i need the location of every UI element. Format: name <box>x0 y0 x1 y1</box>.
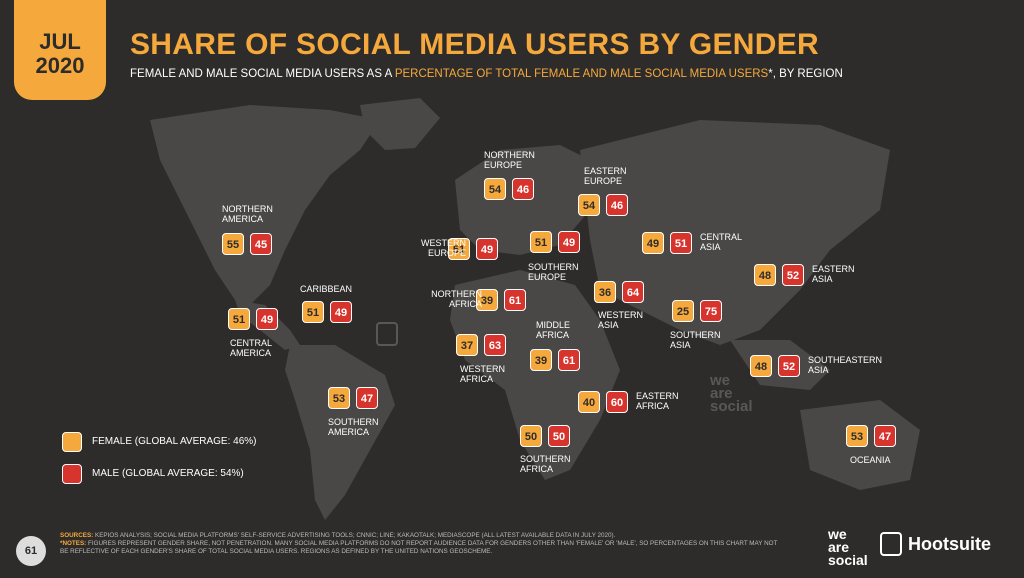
notes-text: FIGURES REPRESENT GENDER SHARE, NOT PENE… <box>60 540 778 555</box>
male-value-box: 47 <box>874 425 896 447</box>
region-label: SOUTHERN AMERICA <box>328 417 379 437</box>
europe-land <box>455 145 600 255</box>
logo-we: we <box>828 526 847 542</box>
legend-male-swatch <box>62 464 82 484</box>
female-value-box: 48 <box>754 264 776 286</box>
region-label: WESTERN ASIA <box>598 310 643 330</box>
date-badge: JUL 2020 <box>14 0 106 100</box>
page-number: 61 <box>16 536 46 566</box>
page-title: SHARE OF SOCIAL MEDIA USERS BY GENDER <box>130 28 819 61</box>
watermark-owl-icon <box>376 322 398 346</box>
region-label: WESTERN AFRICA <box>460 364 505 384</box>
region-label: SOUTHERN EUROPE <box>528 262 579 282</box>
male-value-box: 51 <box>670 232 692 254</box>
subtitle-post: *, BY REGION <box>768 68 843 80</box>
male-value-box: 60 <box>606 391 628 413</box>
africa-land <box>450 270 620 480</box>
female-value-box: 51 <box>448 238 470 260</box>
male-value-box: 61 <box>504 289 526 311</box>
sources-text: KEPIOS ANALYSIS; SOCIAL MEDIA PLATFORMS'… <box>93 532 616 539</box>
male-value-box: 49 <box>558 231 580 253</box>
page-subtitle: FEMALE AND MALE SOCIAL MEDIA USERS AS A … <box>130 68 843 80</box>
region-label: SOUTHERN AFRICA <box>520 454 571 474</box>
male-value-box: 45 <box>250 233 272 255</box>
date-year: 2020 <box>35 53 85 78</box>
notes-label: *NOTES: <box>60 540 87 547</box>
female-value-box: 39 <box>530 349 552 371</box>
female-value-box: 50 <box>520 425 542 447</box>
region-label: WESTERN EUROPE <box>421 238 466 258</box>
female-value-box: 54 <box>484 178 506 200</box>
female-value-box: 51 <box>228 308 250 330</box>
legend-female-label: FEMALE (GLOBAL AVERAGE: 46%) <box>92 436 257 447</box>
male-value-box: 75 <box>700 300 722 322</box>
region-label: MIDDLE AFRICA <box>536 320 571 340</box>
date-month: JUL <box>39 29 81 54</box>
male-value-box: 49 <box>256 308 278 330</box>
logo-social: social <box>828 552 868 568</box>
region-label: EASTERN ASIA <box>812 264 855 284</box>
female-value-box: 39 <box>476 289 498 311</box>
region-label: CENTRAL AMERICA <box>230 338 273 358</box>
male-value-box: 63 <box>484 334 506 356</box>
asia-land <box>580 120 890 345</box>
female-value-box: 40 <box>578 391 600 413</box>
male-value-box: 49 <box>330 301 352 323</box>
sources-label: SOURCES: <box>60 532 94 539</box>
region-label: SOUTHERN ASIA <box>670 330 721 350</box>
male-value-box: 52 <box>782 264 804 286</box>
logo-are: are <box>828 539 850 555</box>
male-value-box: 46 <box>606 194 628 216</box>
region-label: NORTHERN AMERICA <box>222 204 273 224</box>
region-label: CARIBBEAN <box>300 284 353 294</box>
male-value-box: 47 <box>356 387 378 409</box>
female-value-box: 53 <box>846 425 868 447</box>
female-value-box: 53 <box>328 387 350 409</box>
subtitle-highlight: PERCENTAGE OF TOTAL FEMALE AND MALE SOCI… <box>394 68 769 80</box>
subtitle-pre: FEMALE AND MALE SOCIAL MEDIA USERS AS A <box>130 68 395 80</box>
male-value-box: 46 <box>512 178 534 200</box>
footer-notes: SOURCES: KEPIOS ANALYSIS; SOCIAL MEDIA P… <box>60 532 780 556</box>
male-value-box: 52 <box>778 355 800 377</box>
female-value-box: 54 <box>578 194 600 216</box>
hootsuite-owl-icon <box>880 532 902 556</box>
hootsuite-logo: Hootsuite <box>908 534 991 554</box>
region-label: CENTRAL ASIA <box>700 232 743 252</box>
female-value-box: 55 <box>222 233 244 255</box>
region-label: NORTHERN EUROPE <box>484 150 535 170</box>
watermark-wearesocial: we are social <box>710 372 753 415</box>
region-label: OCEANIA <box>850 455 891 465</box>
region-label: NORTHERN AFRICA <box>431 289 482 309</box>
wearesocial-logo: we are social <box>828 526 868 568</box>
north-america-land <box>150 105 380 305</box>
region-label: EASTERN AFRICA <box>636 391 679 411</box>
female-value-box: 51 <box>530 231 552 253</box>
female-value-box: 49 <box>642 232 664 254</box>
male-value-box: 49 <box>476 238 498 260</box>
greenland-land <box>360 98 440 150</box>
male-value-box: 61 <box>558 349 580 371</box>
female-value-box: 37 <box>456 334 478 356</box>
legend-female-swatch <box>62 432 82 452</box>
female-value-box: 25 <box>672 300 694 322</box>
male-value-box: 64 <box>622 281 644 303</box>
legend-male-label: MALE (GLOBAL AVERAGE: 54%) <box>92 468 244 479</box>
male-value-box: 50 <box>548 425 570 447</box>
female-value-box: 36 <box>594 281 616 303</box>
region-label: EASTERN EUROPE <box>584 166 627 186</box>
region-label: SOUTHEASTERN ASIA <box>808 355 883 375</box>
female-value-box: 48 <box>750 355 772 377</box>
female-value-box: 51 <box>302 301 324 323</box>
